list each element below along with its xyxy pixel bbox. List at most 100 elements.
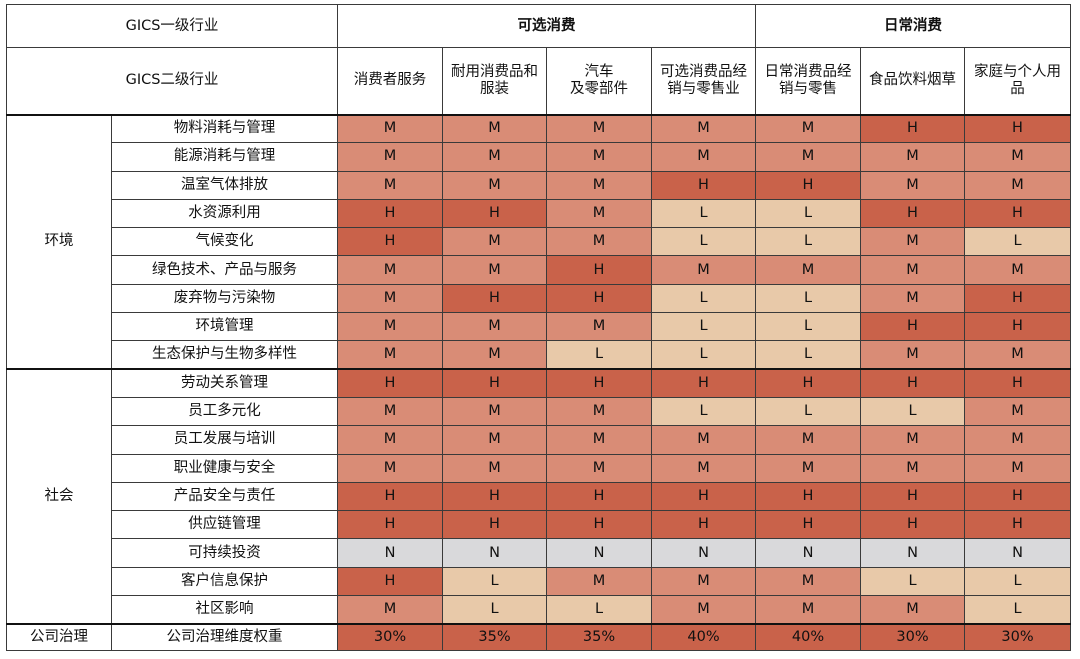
rating-cell: M — [651, 142, 756, 172]
rating-cell: H — [755, 510, 861, 540]
rating-cell: H — [860, 481, 965, 512]
rating-cell: M — [651, 453, 756, 483]
rating-cell: M — [755, 113, 861, 144]
rating-cell: H — [442, 283, 547, 314]
rating-cell: M — [651, 595, 756, 625]
indicator-row: 环境 物料消耗与管理 M M M M M H H — [6, 113, 1071, 370]
rating-cell: H — [337, 368, 443, 398]
rating-cell: L — [755, 396, 861, 427]
rating-cell: M — [651, 113, 756, 144]
category-label: 公司治理 — [6, 622, 112, 652]
rating-cell: H — [964, 368, 1071, 398]
subsector-header: 耐用消费品和 服装 — [442, 47, 547, 116]
rating-cell: M — [337, 340, 443, 370]
indicator-row: 废弃物与污染物 M H H L L M H — [7, 283, 1071, 314]
rating-cell: M — [442, 340, 547, 370]
header-row-level1: GICS一级行业 可选消费 日常消费 — [6, 4, 1071, 48]
rating-cell: M — [860, 340, 965, 370]
indicator-label: 员工多元化 — [111, 396, 338, 427]
rating-cell: M — [442, 312, 547, 342]
rating-cell: H — [546, 283, 652, 314]
indicator-label: 劳动关系管理 — [111, 368, 338, 398]
rating-cell: M — [755, 595, 861, 625]
indicator-row: 生态保护与生物多样性 M M L L L M M — [7, 340, 1071, 370]
indicator-label: 气候变化 — [111, 227, 338, 257]
indicator-label: 公司治理维度权重 — [111, 622, 338, 652]
rating-cell: M — [860, 425, 965, 455]
rating-cell: M — [442, 142, 547, 172]
sector-group-header: 日常消费 — [755, 4, 1071, 48]
rating-cell: M — [337, 425, 443, 455]
rating-cell: M — [546, 453, 652, 483]
rating-cell: M — [337, 283, 443, 314]
subsector-header: 汽车 及零部件 — [546, 47, 652, 116]
rating-cell: M — [337, 170, 443, 200]
rating-cell: L — [755, 283, 861, 314]
rating-cell: H — [860, 312, 965, 342]
rating-cell: N — [860, 538, 965, 568]
rating-cell: N — [755, 538, 861, 568]
rating-cell: M — [337, 142, 443, 172]
rating-cell: M — [337, 113, 443, 144]
rating-cell: M — [964, 425, 1071, 455]
rating-cell: M — [964, 170, 1071, 200]
rating-cell: M — [964, 142, 1071, 172]
rating-cell: M — [860, 283, 965, 314]
rating-cell: M — [337, 312, 443, 342]
esg-materiality-table: GICS一级行业 可选消费 日常消费 GICS二级行业 消费者服务 耐用消费品和 服装 汽车及… — [6, 4, 1071, 652]
rating-cell: H — [964, 481, 1071, 512]
rating-cell: H — [860, 198, 965, 229]
rating-cell: M — [546, 142, 652, 172]
rating-cell: M — [860, 255, 965, 285]
indicator-label: 能源消耗与管理 — [111, 142, 338, 172]
indicator-label: 废弃物与污染物 — [111, 283, 338, 314]
indicator-row: 能源消耗与管理 M M M M M M M — [7, 142, 1071, 172]
rating-cell: H — [860, 368, 965, 398]
indicator-row: 气候变化 H M M L L M L — [7, 227, 1071, 257]
indicator-row: 环境管理 M M M L L H H — [7, 312, 1071, 342]
indicator-label: 客户信息保护 — [111, 566, 338, 597]
indicator-row: 可持续投资 N N N N N N N — [7, 538, 1071, 568]
indicator-label: 生态保护与生物多样性 — [111, 340, 338, 370]
rating-cell: M — [755, 453, 861, 483]
indicator-label: 水资源利用 — [111, 198, 338, 229]
weight-cell: 30% — [860, 622, 965, 652]
rating-cell: L — [964, 595, 1071, 625]
indicator-row: 职业健康与安全 M M M M M M M — [7, 453, 1071, 483]
rating-cell: H — [755, 170, 861, 200]
rating-cell: M — [337, 255, 443, 285]
indicator-label: 社区影响 — [111, 595, 338, 625]
indicator-label: 供应链管理 — [111, 510, 338, 540]
rating-cell: M — [442, 113, 547, 144]
weight-cell: 40% — [755, 622, 861, 652]
indicator-row: 温室气体排放 M M M H H M M — [7, 170, 1071, 200]
indicator-row: 产品安全与责任 H H H H H H H — [7, 481, 1071, 512]
rating-cell: H — [860, 113, 965, 144]
gics-level2-label: GICS二级行业 — [6, 47, 338, 116]
indicator-row: 客户信息保护 H L M M M L L — [7, 566, 1071, 597]
weight-row: 公司治理 公司治理维度权重 30% 35% 35% 40% 40% 30% 30% — [6, 622, 1071, 652]
indicator-row: 供应链管理 H H H H H H H — [7, 510, 1071, 540]
rating-cell: L — [546, 595, 652, 625]
rating-cell: H — [337, 566, 443, 597]
indicator-row: 绿色技术、产品与服务 M M H M M M M — [7, 255, 1071, 285]
rating-cell: M — [755, 566, 861, 597]
rating-cell: L — [964, 227, 1071, 257]
rating-cell: H — [546, 368, 652, 398]
indicator-label: 环境管理 — [111, 312, 338, 342]
rating-cell: M — [337, 453, 443, 483]
rating-cell: H — [860, 510, 965, 540]
rating-cell: H — [337, 481, 443, 512]
category-label: 环境 — [6, 114, 112, 370]
sector-group-header: 可选消费 — [337, 4, 756, 48]
category-label: 社会 — [6, 368, 112, 625]
indicator-label: 物料消耗与管理 — [111, 113, 338, 144]
rating-cell: H — [755, 481, 861, 512]
indicator-row: 社区影响 M L L M M M L — [7, 595, 1071, 625]
indicator-label: 绿色技术、产品与服务 — [111, 255, 338, 285]
gics-level1-label: GICS一级行业 — [6, 4, 338, 48]
indicator-label: 职业健康与安全 — [111, 453, 338, 483]
rating-cell: N — [442, 538, 547, 568]
rating-cell: H — [546, 255, 652, 285]
rating-cell: M — [546, 198, 652, 229]
